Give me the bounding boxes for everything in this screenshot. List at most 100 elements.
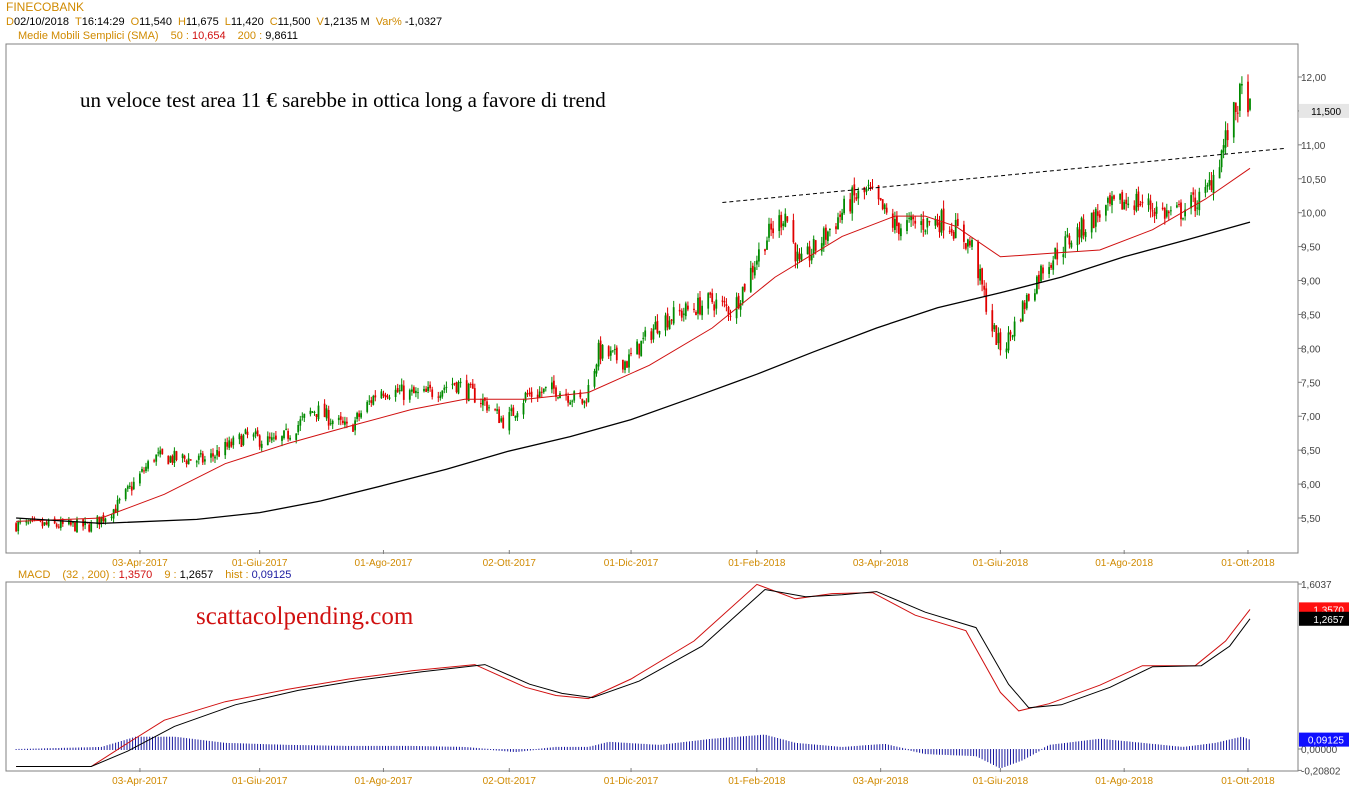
- candle-body: [1040, 265, 1042, 282]
- candle-body: [104, 518, 107, 523]
- volume-value: 1,2135 M: [323, 16, 370, 28]
- candle-body: [388, 397, 391, 399]
- sma-title: Medie Mobili Semplici (SMA): [18, 30, 159, 42]
- candle-body: [216, 450, 218, 456]
- candle-body: [445, 386, 448, 388]
- candle-body: [1155, 206, 1158, 214]
- candle-body: [258, 435, 261, 447]
- candle-body: [883, 204, 886, 209]
- candle-body: [695, 312, 697, 315]
- candle-body: [727, 306, 730, 315]
- candle-body: [238, 434, 241, 440]
- candle-body: [967, 239, 969, 247]
- candle-body: [825, 227, 827, 240]
- candle-body: [443, 387, 446, 390]
- price-y-tick-label: 11,00: [1301, 141, 1326, 152]
- candle-body: [697, 297, 699, 314]
- candle-body: [936, 219, 939, 226]
- candle-body: [1048, 267, 1050, 274]
- candle-body: [729, 315, 732, 317]
- candle-body: [502, 417, 505, 429]
- candle-body: [295, 433, 298, 440]
- candle-body: [579, 392, 582, 398]
- candle-body: [441, 390, 444, 397]
- candle-body: [601, 345, 604, 359]
- candle-body: [664, 315, 667, 331]
- candle-body: [524, 392, 527, 402]
- candle-body: [863, 187, 866, 193]
- candle-body: [76, 519, 78, 533]
- macd-legend-value: 1,3570: [118, 569, 153, 581]
- candle-body: [317, 405, 320, 420]
- candle-body: [969, 240, 971, 246]
- candle-body: [1232, 102, 1235, 138]
- candle-body: [358, 413, 360, 417]
- candle-body: [124, 489, 127, 500]
- candle-body: [526, 393, 529, 395]
- macd-line: [16, 583, 1251, 767]
- macd-x-tick-label: 01-Ott-2018: [1221, 776, 1275, 787]
- candle-body: [431, 389, 434, 397]
- candle-body: [1149, 200, 1152, 210]
- candle-body: [39, 520, 42, 522]
- candle-body: [814, 240, 817, 251]
- candle-body: [155, 454, 158, 462]
- candle-body: [299, 419, 302, 426]
- hist-label: hist :: [225, 569, 249, 581]
- candle-body: [473, 388, 476, 403]
- candle-body: [128, 485, 131, 487]
- candle-body: [1198, 191, 1201, 211]
- price-y-tick-label: 5,50: [1301, 514, 1321, 525]
- candle-body: [666, 313, 669, 328]
- candle-body: [1007, 332, 1010, 351]
- candle-body: [1208, 180, 1211, 186]
- candle-body: [914, 220, 917, 224]
- candle-body: [197, 455, 200, 460]
- candle-body: [1196, 207, 1199, 209]
- candle-body: [1220, 150, 1223, 168]
- candle-body: [467, 383, 470, 402]
- candle-body: [1042, 267, 1044, 274]
- candle-body: [699, 297, 701, 315]
- candle-body: [496, 409, 498, 411]
- candle-body: [139, 473, 141, 484]
- macd-x-tick-label: 03-Apr-2017: [112, 776, 168, 787]
- candle-body: [536, 394, 539, 398]
- candle-body: [928, 221, 931, 223]
- last-price-badge: 11,500: [1299, 103, 1349, 118]
- candle-body: [1009, 331, 1012, 335]
- candle-body: [331, 420, 334, 425]
- candle-body: [1178, 204, 1180, 205]
- macd-y-axis: 1,6037 0,00000 -0,20802: [1298, 580, 1341, 777]
- signal-line: [16, 588, 1251, 767]
- candle-body: [827, 231, 829, 241]
- candles-group: [15, 74, 1251, 535]
- macd-title: MACD: [18, 569, 51, 581]
- candle-body: [1038, 274, 1040, 283]
- candle-body: [896, 216, 898, 227]
- candle-body: [1212, 174, 1215, 193]
- candle-body: [218, 451, 220, 457]
- candle-body: [396, 388, 399, 393]
- candle-body: [72, 522, 74, 524]
- var-value: -1,0327: [404, 16, 443, 28]
- price-y-tick-label: 6,00: [1301, 480, 1321, 491]
- candle-body: [374, 395, 377, 398]
- candle-body: [1076, 227, 1079, 246]
- candle-body: [199, 453, 202, 455]
- candle-body: [370, 400, 373, 404]
- candle-body: [382, 393, 385, 396]
- candle-body: [595, 364, 598, 374]
- candle-body: [725, 304, 728, 307]
- candle-body: [344, 421, 346, 425]
- candle-body: [741, 286, 744, 303]
- candle-body: [339, 416, 342, 420]
- price-x-tick-label: 01-Giu-2018: [973, 558, 1029, 569]
- candle-body: [130, 486, 133, 491]
- candle-body: [116, 500, 119, 512]
- candle-body: [512, 407, 515, 416]
- candle-body: [1163, 208, 1166, 219]
- candle-body: [624, 361, 626, 371]
- candle-body: [1013, 321, 1016, 337]
- candle-body: [19, 521, 22, 523]
